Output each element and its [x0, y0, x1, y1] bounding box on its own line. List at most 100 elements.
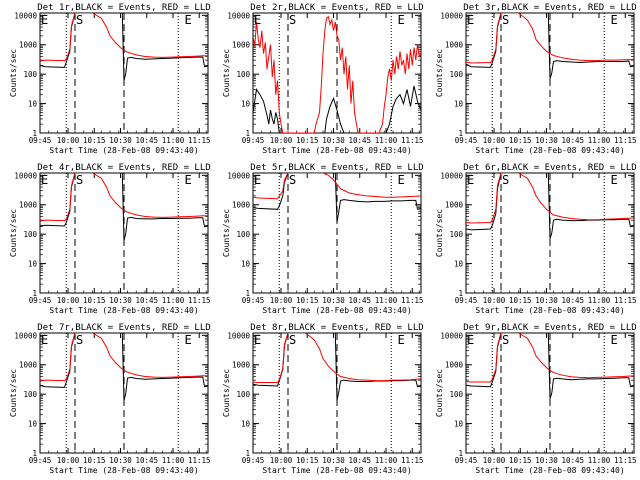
y-axis-label: Counts/sec: [435, 209, 444, 257]
series-group: [253, 15, 421, 133]
event-marker-label: S: [289, 333, 296, 347]
chart-title: Det 1r,BLACK = Events, RED = LLD: [37, 3, 210, 13]
event-marker-label: S: [76, 173, 83, 187]
event-marker-label: E: [185, 13, 192, 27]
y-axis-label: Counts/sec: [9, 369, 18, 417]
x-tick-label: 10:45: [561, 296, 584, 305]
y-tick-label: 10: [241, 100, 251, 109]
y-tick-label: 1: [458, 449, 463, 458]
event-marker-label: E: [41, 173, 48, 187]
y-tick-label: 1: [245, 449, 250, 458]
x-tick-label: 10:30: [109, 136, 132, 145]
y-axis-label: Counts/sec: [9, 49, 18, 97]
y-tick-label: 100: [449, 390, 463, 399]
event-marker-label: E: [611, 173, 618, 187]
x-tick-label: 11:00: [162, 136, 185, 145]
x-tick-label: 10:00: [57, 456, 80, 465]
chart-panel: Det 2r,BLACK = Events, RED = LLD 1 10 100 10…: [222, 3, 424, 155]
y-tick-label: 100: [236, 390, 250, 399]
y-tick-label: 1000: [232, 361, 251, 370]
y-axis-label: Counts/sec: [435, 369, 444, 417]
y-tick-label: 100: [236, 70, 250, 79]
y-tick-label: 1: [245, 129, 250, 138]
chart-panel: Det 5r,BLACK = Events, RED = LLD 1 10 100 10…: [222, 163, 424, 315]
event-marker-label: S: [76, 13, 83, 27]
x-tick-label: 11:15: [188, 456, 211, 465]
x-axis-label: Start Time (28-Feb-08 09:43:40): [49, 466, 198, 475]
x-tick-label: 11:00: [588, 296, 611, 305]
chart-panel: Det 7r,BLACK = Events, RED = LLD 1 10 100 10…: [9, 323, 211, 475]
y-tick-label: 10000: [440, 331, 463, 340]
x-tick-label: 11:00: [162, 456, 185, 465]
chart-title: Det 2r,BLACK = Events, RED = LLD: [250, 3, 423, 13]
x-tick-label: 10:30: [109, 456, 132, 465]
x-tick-label: 11:15: [401, 136, 424, 145]
y-axis-label: Counts/sec: [435, 49, 444, 97]
event-marker-label: S: [502, 13, 509, 27]
x-tick-label: 10:00: [483, 296, 506, 305]
x-tick-label: 09:45: [29, 456, 52, 465]
event-marker-label: E: [254, 333, 261, 347]
y-tick-label: 1000: [232, 201, 251, 210]
event-marker-label: E: [467, 173, 474, 187]
x-tick-label: 11:15: [614, 456, 637, 465]
x-tick-label: 11:15: [188, 296, 211, 305]
x-tick-label: 10:30: [535, 456, 558, 465]
chart-panel: Det 4r,BLACK = Events, RED = LLD 1 10 100 10…: [9, 163, 211, 315]
event-marker-label: E: [41, 333, 48, 347]
chart-title: Det 8r,BLACK = Events, RED = LLD: [250, 323, 423, 333]
event-marker-label: E: [41, 13, 48, 27]
y-tick-label: 10: [28, 100, 38, 109]
x-axis-label: Start Time (28-Feb-08 09:43:40): [475, 146, 624, 155]
x-axis-label: Start Time (28-Feb-08 09:43:40): [262, 306, 411, 315]
x-tick-label: 10:15: [83, 456, 106, 465]
x-tick-label: 10:45: [348, 296, 371, 305]
y-tick-label: 1: [458, 129, 463, 138]
series-line-lld: [253, 333, 421, 383]
x-tick-label: 11:00: [375, 456, 398, 465]
x-axis-label: Start Time (28-Feb-08 09:43:40): [49, 146, 198, 155]
chart-panel: Det 3r,BLACK = Events, RED = LLD 1 10 100 10…: [435, 3, 637, 155]
series-group: [466, 173, 634, 239]
y-tick-label: 1: [32, 129, 37, 138]
chart-title: Det 7r,BLACK = Events, RED = LLD: [37, 323, 210, 333]
x-tick-label: 10:30: [535, 136, 558, 145]
x-tick-label: 10:00: [57, 296, 80, 305]
chart-title: Det 6r,BLACK = Events, RED = LLD: [463, 163, 636, 173]
x-tick-label: 10:15: [509, 136, 532, 145]
x-tick-label: 10:30: [322, 136, 345, 145]
x-tick-label: 10:00: [57, 136, 80, 145]
event-marker-label: E: [611, 13, 618, 27]
series-line-lld: [466, 13, 634, 64]
x-tick-label: 10:00: [483, 456, 506, 465]
x-tick-label: 10:30: [109, 296, 132, 305]
x-tick-label: 10:15: [296, 296, 319, 305]
series-line-lld: [40, 333, 208, 382]
event-marker-label: E: [254, 13, 261, 27]
x-axis-label: Start Time (28-Feb-08 09:43:40): [475, 306, 624, 315]
y-tick-label: 1000: [445, 41, 464, 50]
y-tick-label: 10: [454, 420, 464, 429]
x-tick-label: 10:45: [561, 456, 584, 465]
series-line-lld: [40, 173, 208, 222]
x-tick-label: 10:00: [483, 136, 506, 145]
x-tick-label: 11:00: [588, 136, 611, 145]
x-tick-label: 09:45: [242, 136, 265, 145]
x-tick-label: 11:15: [188, 136, 211, 145]
series-line-lld: [40, 13, 208, 62]
x-tick-label: 10:15: [83, 296, 106, 305]
series-line-events: [466, 13, 634, 79]
y-axis-label: Counts/sec: [222, 209, 231, 257]
event-marker-label: S: [289, 173, 296, 187]
y-tick-label: 100: [236, 230, 250, 239]
x-axis-label: Start Time (28-Feb-08 09:43:40): [262, 466, 411, 475]
event-marker-label: S: [289, 13, 296, 27]
event-marker-label: E: [185, 173, 192, 187]
x-axis-label: Start Time (28-Feb-08 09:43:40): [262, 146, 411, 155]
y-tick-label: 10000: [227, 171, 250, 180]
chart-title: Det 9r,BLACK = Events, RED = LLD: [463, 323, 636, 333]
event-marker-label: E: [467, 13, 474, 27]
x-tick-label: 11:00: [162, 296, 185, 305]
y-tick-label: 10000: [227, 11, 250, 20]
